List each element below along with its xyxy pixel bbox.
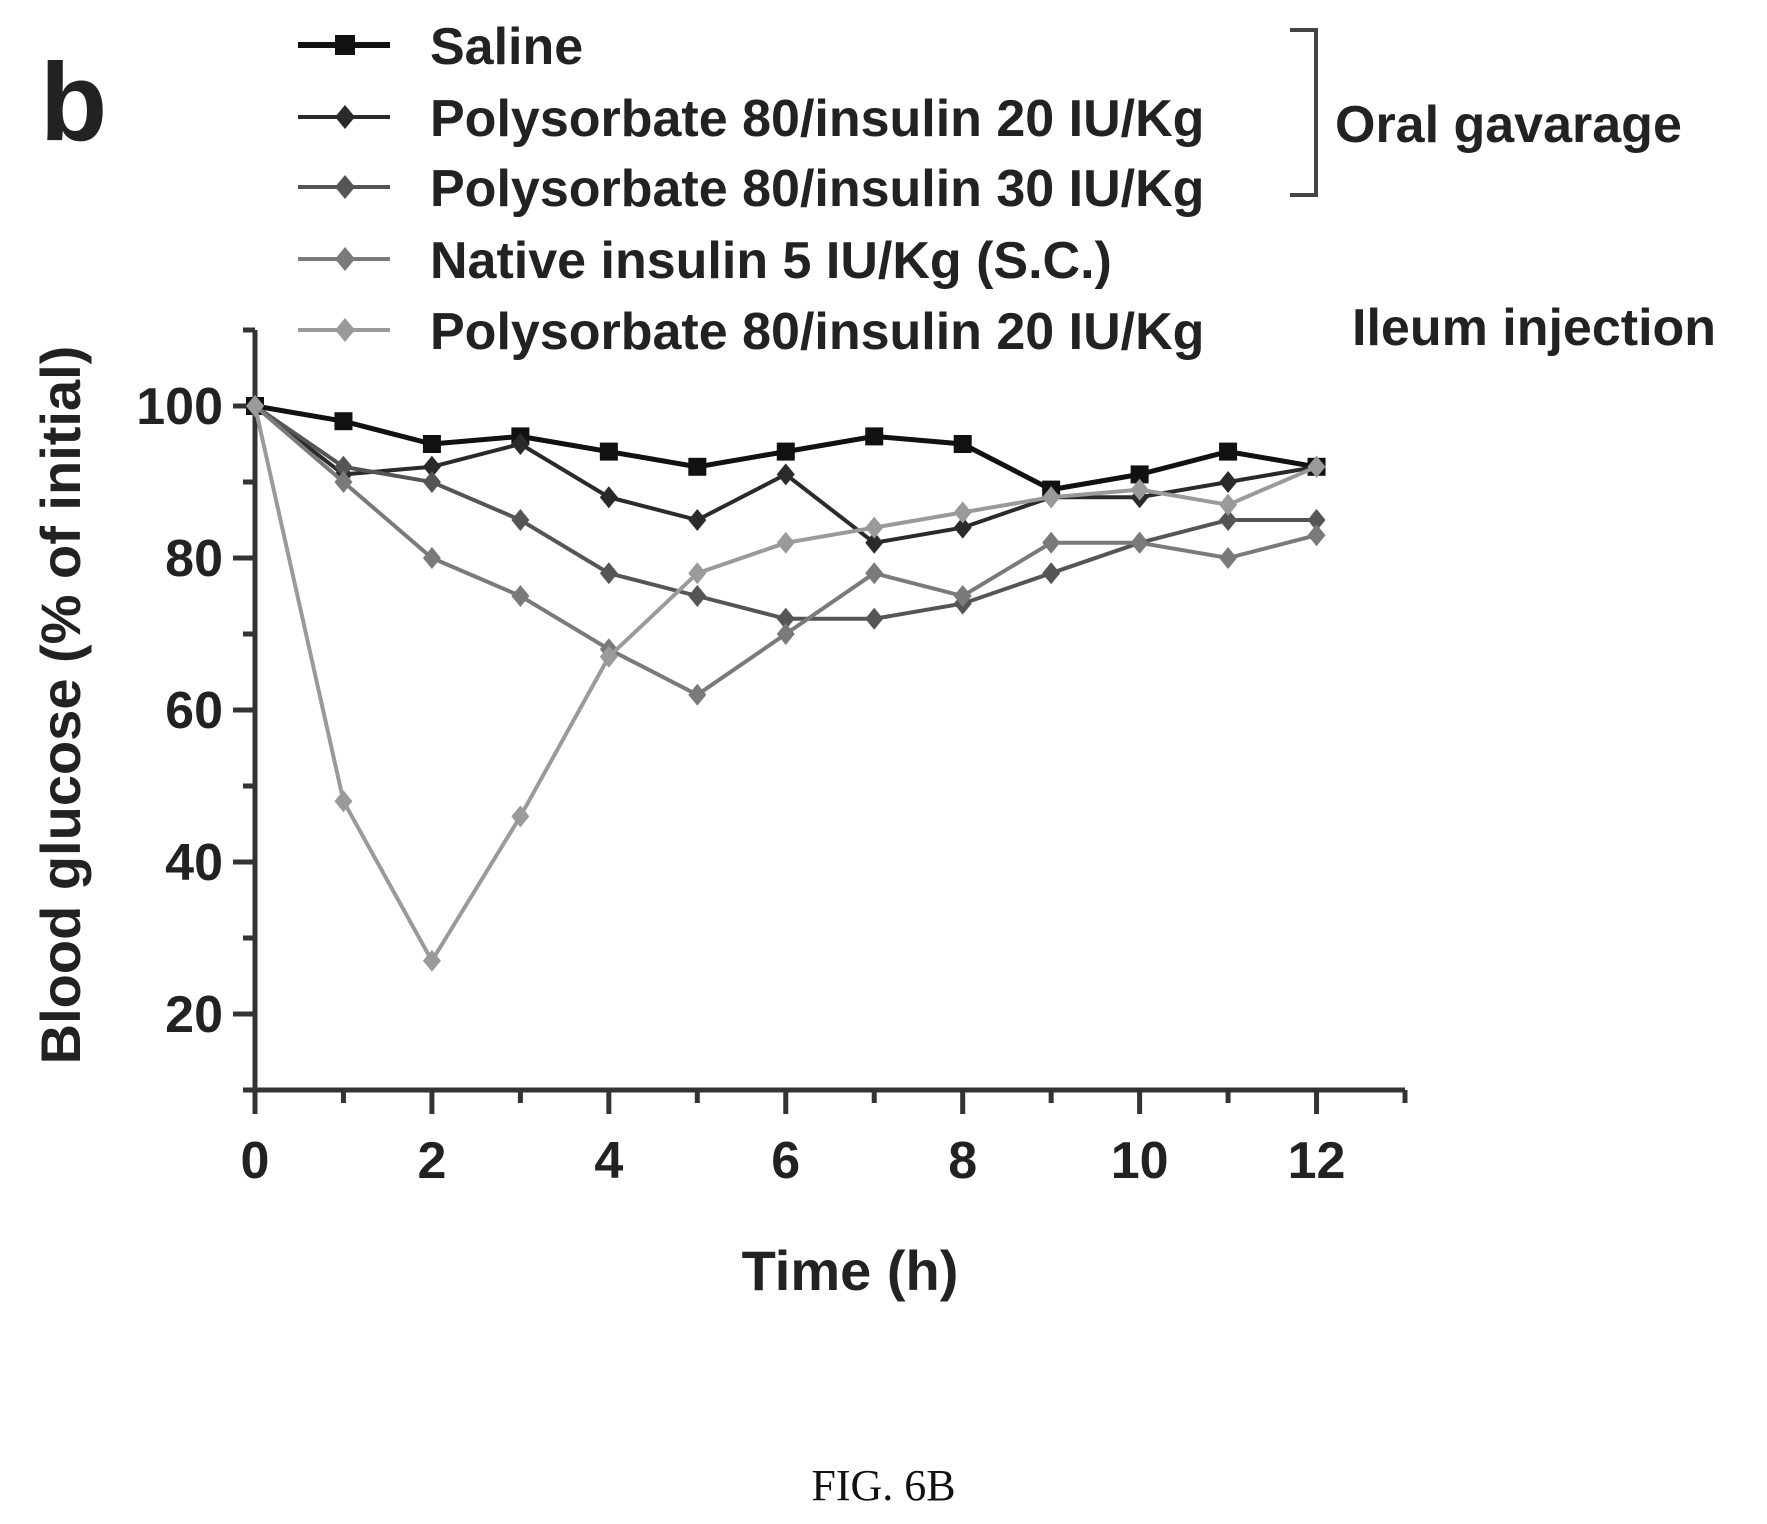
legend-entry: Polysorbate 80/insulin 20 IU/Kg — [430, 90, 1204, 148]
data-point — [1130, 531, 1149, 554]
legend-entry: Polysorbate 80/insulin 20 IU/Kg — [430, 303, 1204, 361]
y-tick-label: 60 — [165, 682, 223, 740]
data-point — [511, 433, 530, 455]
figure-caption: FIG. 6B — [811, 1461, 956, 1510]
data-point — [953, 585, 972, 607]
data-point — [776, 623, 795, 645]
data-point — [688, 457, 707, 476]
data-point — [599, 442, 618, 461]
data-point — [688, 683, 707, 706]
x-axis-title: Time (h) — [742, 1239, 959, 1302]
x-tick-label: 0 — [241, 1132, 270, 1190]
data-point — [599, 486, 618, 509]
data-point — [422, 547, 441, 569]
data-point — [1219, 442, 1238, 461]
data-point — [865, 531, 884, 554]
data-point — [953, 435, 972, 453]
legend-bracket — [1290, 28, 1318, 197]
y-tick-label: 20 — [165, 986, 223, 1044]
data-point — [1219, 493, 1238, 516]
data-point — [1042, 562, 1061, 585]
x-tick-label: 4 — [594, 1132, 623, 1190]
legend-marker — [335, 35, 355, 55]
data-point — [599, 645, 618, 668]
data-point — [1307, 509, 1326, 531]
x-tick-label: 12 — [1288, 1132, 1346, 1190]
panel-label: b — [40, 41, 107, 164]
data-point — [688, 562, 707, 585]
legend-marker — [335, 175, 355, 199]
data-point — [776, 531, 795, 554]
data-point — [1307, 455, 1326, 478]
data-point — [511, 585, 530, 607]
data-point — [511, 509, 530, 531]
legend-entry: Polysorbate 80/insulin 30 IU/Kg — [430, 160, 1204, 218]
data-point — [511, 805, 530, 828]
legend: Saline Polysorbate 80/insulin 20 IU/Kg Pol… — [298, 18, 1204, 361]
data-point — [1042, 531, 1061, 554]
data-point — [334, 412, 353, 431]
data-point — [776, 442, 795, 461]
series-4 — [246, 395, 1326, 706]
x-tick-label: 10 — [1111, 1132, 1169, 1190]
series-3 — [246, 395, 1326, 630]
data-point — [246, 395, 264, 417]
data-point — [422, 455, 441, 478]
data-point — [1219, 547, 1238, 569]
series-line — [253, 405, 1318, 965]
data-point — [865, 516, 884, 539]
data-point — [422, 949, 441, 972]
data-point — [776, 607, 795, 630]
legend-group-ileum-injection: Ileum injection — [1352, 299, 1716, 357]
data-point — [334, 455, 353, 478]
legend-group-oral-gavage: Oral gavarage — [1335, 96, 1682, 154]
x-tick-label: 8 — [948, 1132, 977, 1190]
y-tick-label: 80 — [165, 530, 223, 588]
data-point — [1219, 509, 1238, 531]
data-point — [688, 585, 707, 607]
data-point — [422, 435, 441, 453]
data-point — [1130, 465, 1149, 484]
series-2 — [246, 395, 1326, 554]
y-axis-title: Blood glucose (% of initial) — [29, 346, 92, 1065]
series-5 — [246, 395, 1326, 972]
y-tick-label: 100 — [136, 378, 223, 436]
legend-marker — [335, 247, 355, 271]
data-point — [688, 509, 707, 531]
x-tick-label: 6 — [771, 1132, 800, 1190]
data-point — [599, 562, 618, 585]
legend-marker — [335, 105, 355, 129]
data-point — [953, 516, 972, 539]
legend-marker — [335, 318, 355, 342]
x-tick-label: 2 — [417, 1132, 446, 1190]
data-point — [1042, 486, 1061, 509]
data-point — [865, 427, 884, 446]
legend-entry: Native insulin 5 IU/Kg (S.C.) — [430, 232, 1112, 290]
data-point — [1219, 471, 1238, 493]
data-point — [334, 790, 353, 813]
data-point — [776, 463, 795, 486]
data-point — [865, 607, 884, 630]
y-tick-label: 40 — [165, 834, 223, 892]
data-point — [1130, 478, 1149, 501]
legend-entry: Saline — [430, 18, 583, 76]
data-point — [422, 471, 441, 493]
data-point — [865, 562, 884, 585]
axes: 20 40 60 80 100 0 2 4 6 8 10 12 — [136, 327, 1408, 1190]
plot-area — [246, 395, 1326, 972]
data-point — [334, 471, 353, 493]
data-point — [953, 501, 972, 524]
data-point — [1307, 524, 1326, 547]
